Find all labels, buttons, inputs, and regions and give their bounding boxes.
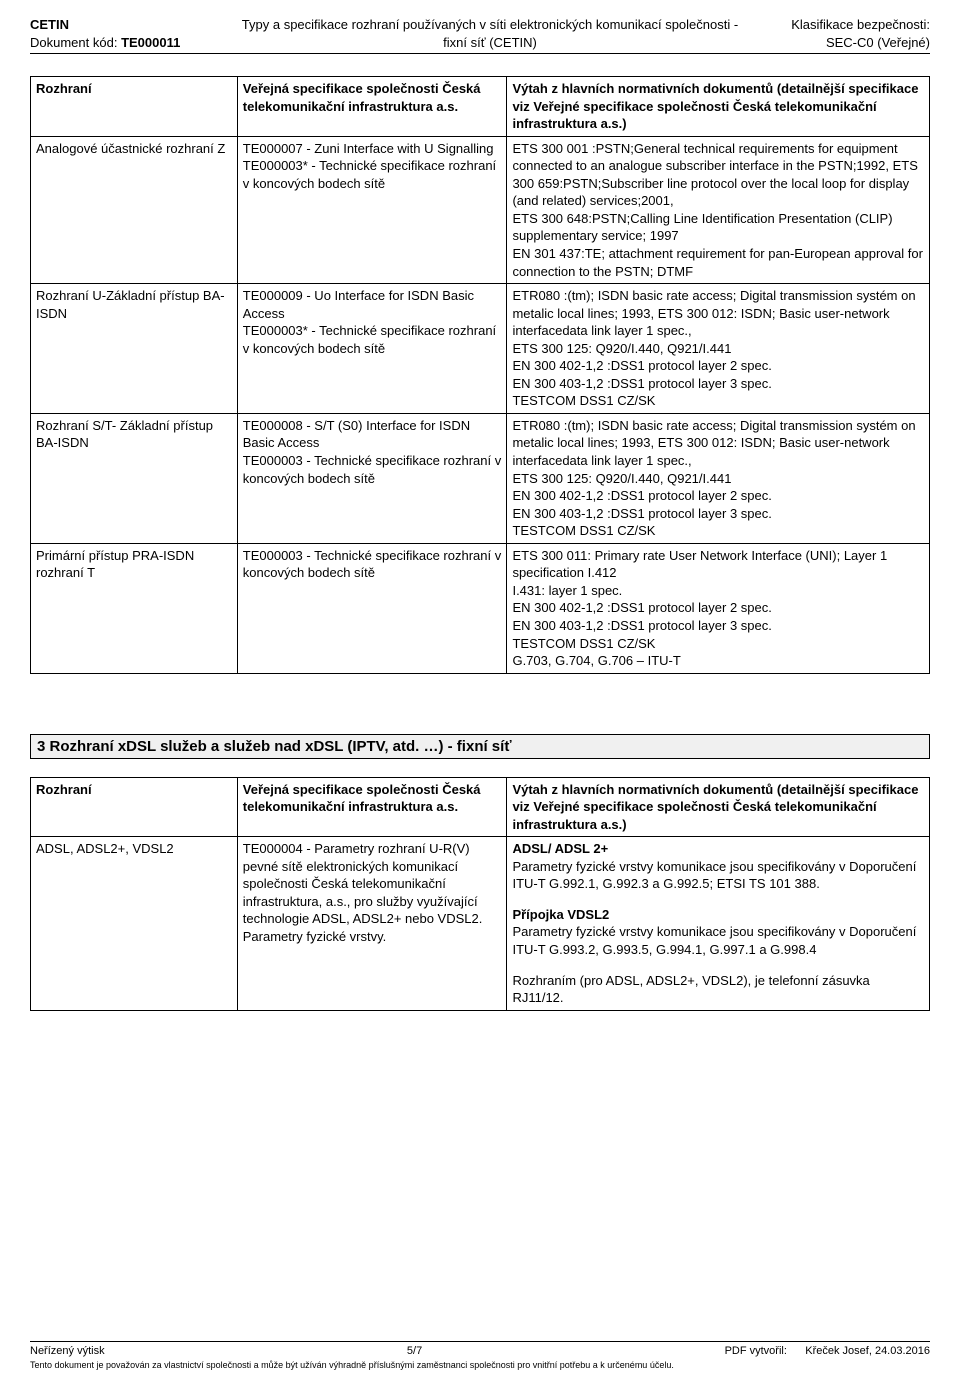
cell: Analogové účastnické rozhraní Z	[31, 136, 238, 283]
table-row: Analogové účastnické rozhraní Z TE000007…	[31, 136, 930, 283]
footer-author: Křeček Josef, 24.03.2016	[805, 1345, 930, 1357]
page-footer: Neřízený výtisk 5/7 PDF vytvořil: Křeček…	[30, 1341, 930, 1372]
cell: ETR080 :(tm); ISDN basic rate access; Di…	[507, 284, 930, 414]
footer-page: 5/7	[407, 1344, 422, 1359]
header-right: Klasifikace bezpečnosti: SEC-C0 (Veřejné…	[750, 16, 930, 51]
section-heading: 3 Rozhraní xDSL služeb a služeb nad xDSL…	[30, 734, 930, 759]
cell: Rozhraní U-Základní přístup BA-ISDN	[31, 284, 238, 414]
footer-disclaimer: Tento dokument je považován za vlastnict…	[30, 1359, 930, 1372]
table-row: Rozhraní Veřejná specifikace společnosti…	[31, 77, 930, 137]
table-row: Rozhraní U-Základní přístup BA-ISDN TE00…	[31, 284, 930, 414]
cell: ETR080 :(tm); ISDN basic rate access; Di…	[507, 413, 930, 543]
para: Parametry fyzické vrstvy komunikace jsou…	[512, 923, 924, 958]
header-title: Typy a specifikace rozhraní používaných …	[230, 16, 750, 51]
cell: TE000007 - Zuni Interface with U Signall…	[237, 136, 507, 283]
cell: ADSL/ ADSL 2+ Parametry fyzické vrstvy k…	[507, 837, 930, 1010]
footer-left: Neřízený výtisk	[30, 1344, 105, 1359]
table-row: Rozhraní S/T- Základní přístup BA-ISDN T…	[31, 413, 930, 543]
para: Parametry fyzické vrstvy komunikace jsou…	[512, 858, 924, 893]
col-header: Výtah z hlavních normativních dokumentů …	[507, 77, 930, 137]
subhead: Přípojka VDSL2	[512, 906, 924, 924]
doc-code: TE000011	[121, 35, 180, 50]
subhead: ADSL/ ADSL 2+	[512, 840, 924, 858]
page-header: CETIN Dokument kód: TE000011 Typy a spec…	[30, 16, 930, 54]
col-header: Veřejná specifikace společnosti Česká te…	[237, 777, 507, 837]
col-header: Veřejná specifikace společnosti Česká te…	[237, 77, 507, 137]
footer-pdf-label: PDF vytvořil:	[725, 1345, 787, 1357]
para: Rozhraním (pro ADSL, ADSL2+, VDSL2), je …	[512, 972, 924, 1007]
cell: ETS 300 011: Primary rate User Network I…	[507, 543, 930, 673]
doc-code-label: Dokument kód:	[30, 35, 117, 50]
table-row: Rozhraní Veřejná specifikace společnosti…	[31, 777, 930, 837]
col-header: Rozhraní	[31, 77, 238, 137]
header-left: CETIN Dokument kód: TE000011	[30, 16, 230, 51]
cell: TE000009 - Uo Interface for ISDN Basic A…	[237, 284, 507, 414]
cell: TE000008 - S/T (S0) Interface for ISDN B…	[237, 413, 507, 543]
table-row: Primární přístup PRA-ISDN rozhraní T TE0…	[31, 543, 930, 673]
spec-table-2: Rozhraní Veřejná specifikace společnosti…	[30, 777, 930, 1011]
cell: ADSL, ADSL2+, VDSL2	[31, 837, 238, 1010]
table-row: ADSL, ADSL2+, VDSL2 TE000004 - Parametry…	[31, 837, 930, 1010]
class-value: SEC-C0 (Veřejné)	[750, 34, 930, 52]
cell: TE000003 - Technické specifikace rozhran…	[237, 543, 507, 673]
col-header: Rozhraní	[31, 777, 238, 837]
class-label: Klasifikace bezpečnosti:	[750, 16, 930, 34]
spec-table-1: Rozhraní Veřejná specifikace společnosti…	[30, 76, 930, 674]
cell: TE000004 - Parametry rozhraní U-R(V) pev…	[237, 837, 507, 1010]
cell: Rozhraní S/T- Základní přístup BA-ISDN	[31, 413, 238, 543]
cell: ETS 300 001 :PSTN;General technical requ…	[507, 136, 930, 283]
cell: Primární přístup PRA-ISDN rozhraní T	[31, 543, 238, 673]
col-header: Výtah z hlavních normativních dokumentů …	[507, 777, 930, 837]
brand: CETIN	[30, 16, 230, 34]
